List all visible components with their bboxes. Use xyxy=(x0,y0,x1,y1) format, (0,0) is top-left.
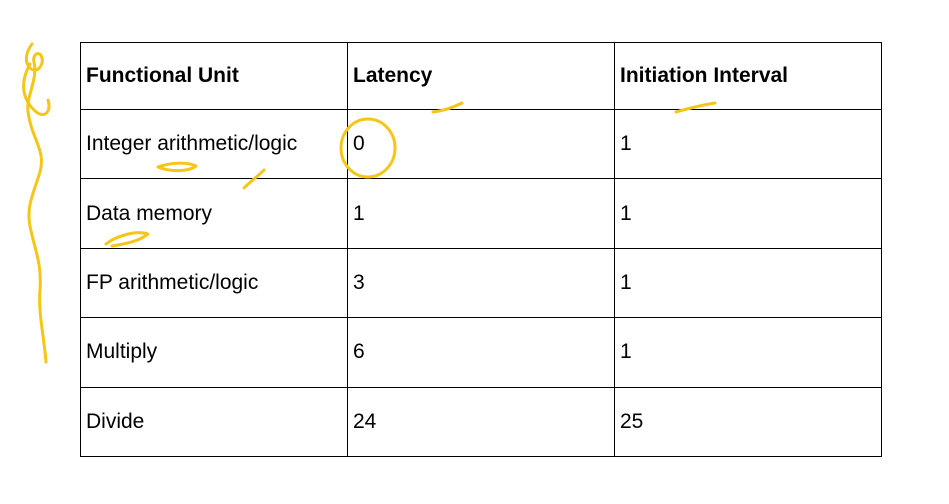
cell-unit: Divide xyxy=(80,386,348,458)
margin-loop-stroke xyxy=(22,62,51,116)
cell-initiation-interval: 1 xyxy=(614,317,882,388)
cell-latency: 1 xyxy=(347,178,615,249)
header-functional-unit: Functional Unit xyxy=(80,42,348,110)
cell-latency: 24 xyxy=(347,386,615,458)
table-row: Multiply 6 1 xyxy=(80,317,882,388)
cell-latency: 6 xyxy=(347,317,615,388)
margin-squiggle-stroke xyxy=(24,42,48,364)
cell-initiation-interval: 1 xyxy=(614,108,882,180)
cell-unit: Data memory xyxy=(80,178,348,249)
cell-unit: Integer arithmetic/logic xyxy=(80,108,348,180)
cell-initiation-interval: 25 xyxy=(614,386,882,458)
header-latency: Latency xyxy=(347,42,615,110)
table-row: Integer arithmetic/logic 0 1 xyxy=(80,108,882,180)
table-row: Data memory 1 1 xyxy=(80,178,882,249)
cell-latency: 3 xyxy=(347,247,615,319)
table-header-row: Functional Unit Latency Initiation Inter… xyxy=(80,42,882,110)
cell-initiation-interval: 1 xyxy=(614,178,882,249)
cell-unit: FP arithmetic/logic xyxy=(80,247,348,319)
table-row: FP arithmetic/logic 3 1 xyxy=(80,247,882,319)
table-row: Divide 24 25 xyxy=(80,386,882,458)
cell-latency: 0 xyxy=(347,108,615,180)
functional-unit-table: Functional Unit Latency Initiation Inter… xyxy=(80,42,882,458)
cell-unit: Multiply xyxy=(80,317,348,388)
header-initiation-interval: Initiation Interval xyxy=(614,42,882,110)
cell-initiation-interval: 1 xyxy=(614,247,882,319)
